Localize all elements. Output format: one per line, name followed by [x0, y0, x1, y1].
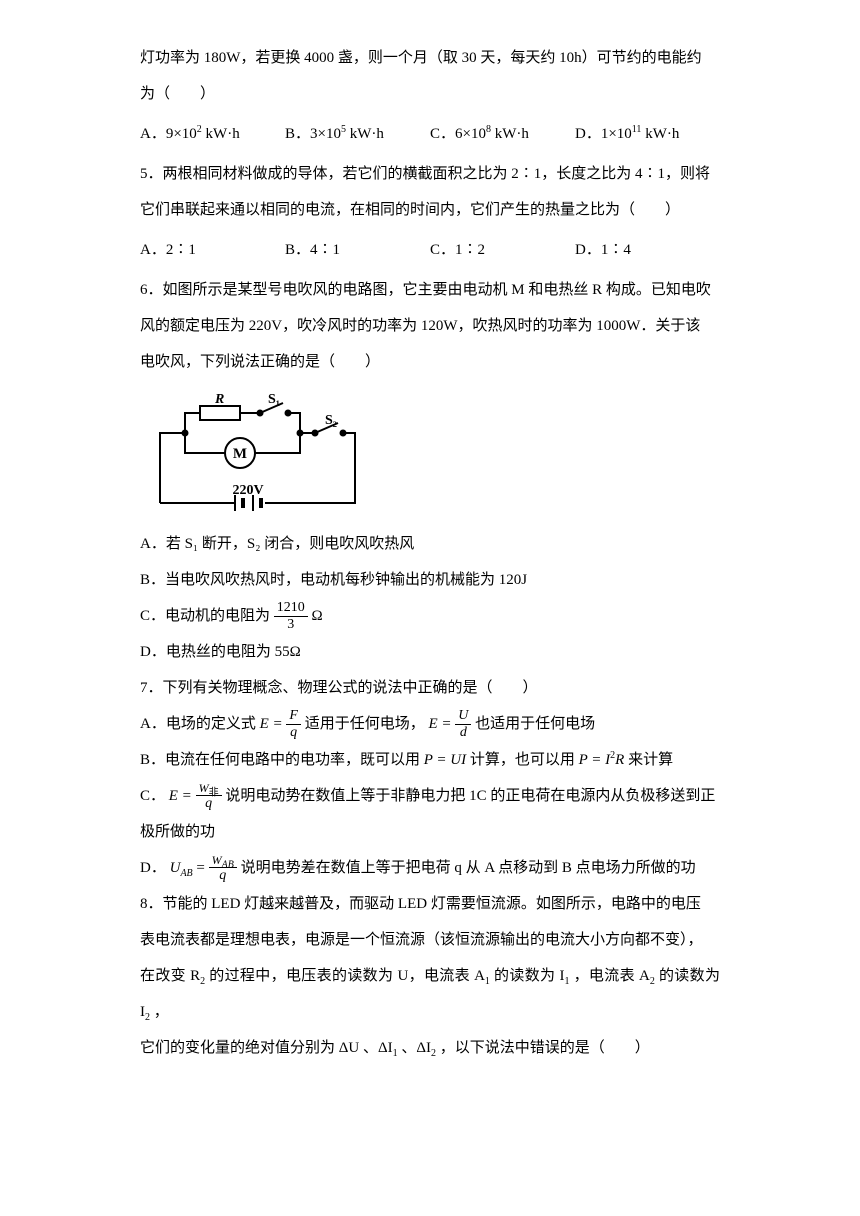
q6c-fraction: 1210 3	[274, 601, 308, 632]
q6-line2: 风的额定电压为 220V，吹冷风时的功率为 120W，吹热风时的功率为 1000…	[140, 308, 720, 344]
q8-line1: 8．节能的 LED 灯越来越普及，而驱动 LED 灯需要恒流源。如图所示，电路中…	[140, 886, 720, 922]
q7b-mid: 计算，也可以用	[470, 752, 579, 768]
q6-option-b: B．当电吹风吹热风时，电动机每秒钟输出的机械能为 120J	[140, 562, 720, 598]
q8l3a: 在改变 R	[140, 968, 200, 984]
q7a-e2-num: U	[455, 709, 471, 725]
q7a-e2-lhs: E =	[428, 716, 451, 732]
q7-option-c-line1: C． E = W非 q 说明电动势在数值上等于非静电力把 1C 的正电荷在电源内…	[140, 778, 720, 814]
q8l3c: 的读数为 I	[494, 968, 564, 984]
q8l4c: ，以下说法中错误的是（ ）	[440, 1040, 650, 1056]
q5-option-b: B．4∶1	[285, 232, 430, 268]
q4-option-b: B．3×105 kW·h	[285, 116, 430, 152]
q8l4-sub1: 1	[393, 1048, 398, 1059]
q5-option-c: C．1∶2	[430, 232, 575, 268]
q7a-mid: 适用于任何电场，	[305, 716, 425, 732]
circuit-label-s2: S₂	[325, 413, 337, 428]
q8l3b: 的过程中，电压表的读数为 U，电流表 A	[209, 968, 485, 984]
q6-option-d: D．电热丝的电阻为 55Ω	[140, 634, 720, 670]
q7-option-b: B．电流在任何电路中的电功率，既可以用 P = UI 计算，也可以用 P = I…	[140, 742, 720, 778]
q7b-eq2-lhs: P = I	[579, 752, 611, 768]
circuit-label-r: R	[214, 392, 224, 407]
circuit-label-m: M	[233, 446, 247, 462]
q4-option-d: D．1×1011 kW·h	[575, 116, 720, 152]
q7a-prefix: A．电场的定义式	[140, 716, 260, 732]
q7-option-d: D． UAB = WAB q 说明电势差在数值上等于把电荷 q 从 A 点移动到…	[140, 850, 720, 886]
q4b-unit: kW·h	[346, 126, 384, 142]
q7d-lhs-l: U	[170, 860, 181, 876]
q4-option-a: A．9×102 kW·h	[140, 116, 285, 152]
q8l3-subA2: 2	[650, 976, 655, 987]
q5-option-a: A．2∶1	[140, 232, 285, 268]
q7a-frac1: F q	[286, 709, 301, 740]
circuit-label-s1: S₁	[268, 392, 280, 407]
q8-line4: 它们的变化量的绝对值分别为 ΔU 、ΔI1 、ΔI2 ，以下说法中错误的是（ ）	[140, 1030, 720, 1066]
q7c-suffix: 说明电动势在数值上等于非静电力把 1C 的正电荷在电源内从负极移送到正	[225, 788, 715, 804]
q7b-suffix: 来计算	[628, 752, 673, 768]
q7b-eq2-rhs: R	[615, 752, 624, 768]
q6c-suffix: Ω	[312, 608, 323, 624]
q7d-frac: WAB q	[209, 854, 237, 883]
q7d-lhs-sub: AB	[180, 868, 192, 879]
q4c-prefix: C．6×10	[430, 126, 486, 142]
q4a-unit: kW·h	[202, 126, 240, 142]
q7c-lhs: E =	[169, 788, 192, 804]
q5-line1: 5．两根相同材料做成的导体，若它们的横截面积之比为 2∶1，长度之比为 4∶1，…	[140, 156, 720, 192]
q7b-prefix: B．电流在任何电路中的电功率，既可以用	[140, 752, 424, 768]
q7d-eq: =	[196, 860, 204, 876]
q7d-num: WAB	[209, 854, 237, 868]
q6-line3: 电吹风，下列说法正确的是（ ）	[140, 344, 720, 380]
q8l3-sub1: 1	[485, 976, 490, 987]
q5-options: A．2∶1 B．4∶1 C．1∶2 D．1∶4	[140, 232, 720, 268]
q7a-e1-lhs: E =	[260, 716, 283, 732]
q6-option-c: C．电动机的电阻为 1210 3 Ω	[140, 598, 720, 634]
q8l3f: ，	[154, 1004, 169, 1020]
q7c-prefix: C．	[140, 788, 165, 804]
q8l4a: 它们的变化量的绝对值分别为 ΔU 、ΔI	[140, 1040, 393, 1056]
q6-line1: 6．如图所示是某型号电吹风的电路图，它主要由电动机 M 和电热丝 R 构成。已知…	[140, 272, 720, 308]
q4d-unit: kW·h	[641, 126, 679, 142]
q7-option-c-line2: 极所做的功	[140, 814, 720, 850]
q8l4-sub2: 2	[431, 1048, 436, 1059]
q8l3-subI2: 2	[145, 1012, 150, 1023]
q6-option-a: A．若 S₁ 断开，S₂ 闭合，则电吹风吹热风	[140, 526, 720, 562]
circuit-label-v: 220V	[232, 483, 263, 498]
q8l3-sub2: 2	[200, 976, 205, 987]
q4a-prefix: A．9×10	[140, 126, 197, 142]
q4-stem-line2: 为（ ）	[140, 76, 720, 112]
q4d-exp: 11	[632, 124, 642, 135]
q6-circuit-diagram: R S₁ S₂ M 220V	[140, 388, 370, 518]
q5-line2: 它们串联起来通以相同的电流，在相同的时间内，它们产生的热量之比为（ ）	[140, 192, 720, 228]
q4b-prefix: B．3×10	[285, 126, 341, 142]
q7-stem: 7．下列有关物理概念、物理公式的说法中正确的是（ ）	[140, 670, 720, 706]
q6c-prefix: C．电动机的电阻为	[140, 608, 274, 624]
q7d-suffix: 说明电势差在数值上等于把电荷 q 从 A 点移动到 B 点电场力所做的功	[241, 860, 696, 876]
q5-option-d: D．1∶4	[575, 232, 720, 268]
q7a-suffix: 也适用于任何电场	[475, 716, 595, 732]
q4-stem-line1: 灯功率为 180W，若更换 4000 盏，则一个月（取 30 天，每天约 10h…	[140, 40, 720, 76]
q4c-unit: kW·h	[491, 126, 529, 142]
q7-option-a: A．电场的定义式 E = F q 适用于任何电场， E = U d 也适用于任何…	[140, 706, 720, 742]
q4d-prefix: D．1×10	[575, 126, 632, 142]
q8-line2: 表电流表都是理想电表，电源是一个恒流源（该恒流源输出的电流大小方向都不变），	[140, 922, 720, 958]
q6c-num: 1210	[274, 601, 308, 617]
q7a-e1-den: q	[286, 725, 301, 740]
q7a-frac2: U d	[455, 709, 471, 740]
q6c-den: 3	[274, 617, 308, 632]
q7c-num: W非	[196, 782, 222, 796]
q7b-eq1: P = UI	[424, 752, 466, 768]
q7a-e2-den: d	[455, 725, 471, 740]
q4-option-c: C．6×108 kW·h	[430, 116, 575, 152]
q8l3d: ，电流表 A	[574, 968, 650, 984]
q4-options: A．9×102 kW·h B．3×105 kW·h C．6×108 kW·h D…	[140, 116, 720, 152]
q8l4b: 、ΔI	[401, 1040, 431, 1056]
q8l3-subI1: 1	[564, 976, 569, 987]
q7c-frac: W非 q	[196, 782, 222, 811]
q8-line3: 在改变 R2 的过程中，电压表的读数为 U，电流表 A1 的读数为 I1 ，电流…	[140, 958, 720, 1030]
q7a-e1-num: F	[286, 709, 301, 725]
q7d-prefix: D．	[140, 860, 166, 876]
